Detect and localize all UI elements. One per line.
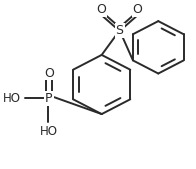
Text: P: P [45,92,53,104]
Text: HO: HO [3,92,21,104]
Text: O: O [132,3,142,16]
Text: O: O [97,3,107,16]
Text: HO: HO [40,125,58,138]
Text: S: S [116,24,124,37]
Text: O: O [44,67,54,79]
